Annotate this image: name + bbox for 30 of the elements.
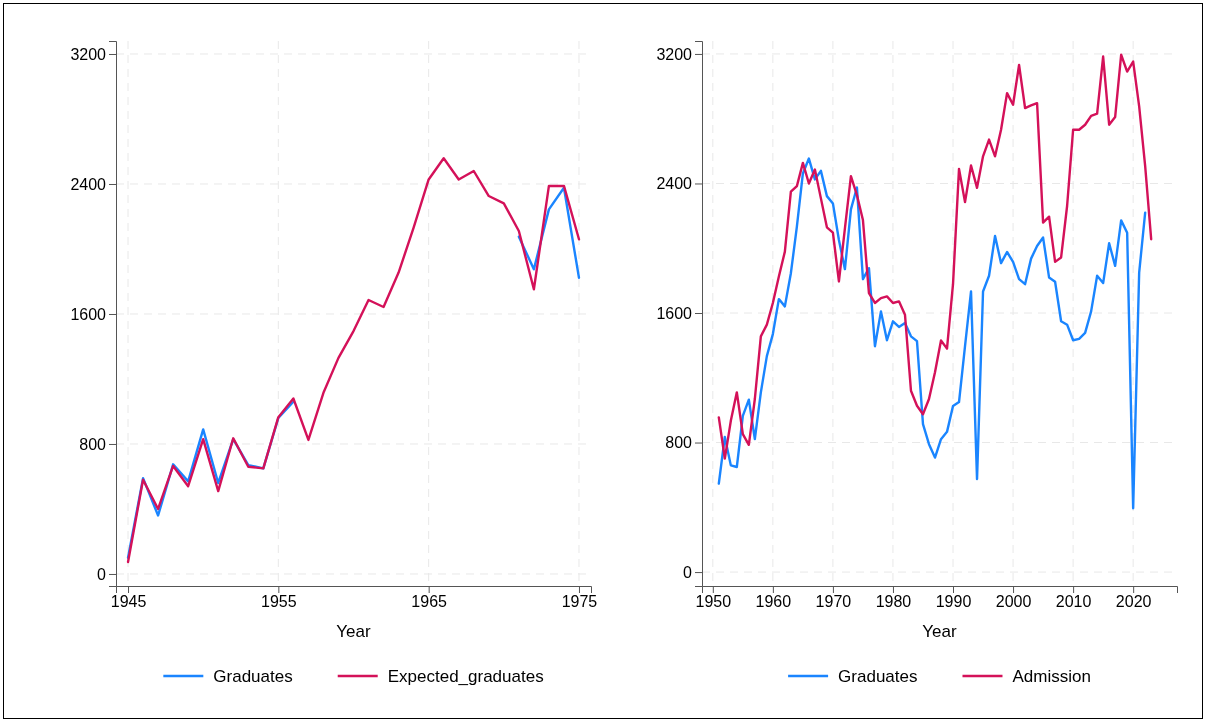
- legend-label: Graduates: [838, 667, 918, 686]
- x-tick-label: 2020: [1115, 593, 1152, 611]
- y-tick-label: 3200: [656, 45, 693, 63]
- y-tick-label: 3200: [70, 45, 107, 63]
- x-tick-label: 1965: [411, 593, 448, 611]
- legend-label: Admission: [1012, 667, 1091, 686]
- x-axis-title: Year: [336, 622, 372, 641]
- x-tick-label: 2010: [1055, 593, 1092, 611]
- x-tick-label: 1960: [755, 593, 792, 611]
- y-tick-label: 0: [97, 565, 107, 583]
- x-tick-label: 1980: [875, 593, 912, 611]
- legend-label: Graduates: [213, 667, 293, 686]
- x-tick-label: 1990: [935, 593, 972, 611]
- y-tick-label: 0: [683, 563, 693, 581]
- y-tick-label: 800: [79, 435, 107, 453]
- y-tick-label: 1600: [70, 305, 107, 323]
- y-tick-label: 800: [665, 434, 693, 452]
- x-tick-label: 1970: [815, 593, 852, 611]
- legend-label: Expected_graduates: [387, 667, 544, 686]
- x-tick-label: 1945: [110, 593, 147, 611]
- y-tick-label: 2400: [656, 175, 693, 193]
- x-tick-label: 1955: [261, 593, 297, 611]
- y-tick-label: 1600: [656, 304, 693, 322]
- line-series: [717, 157, 1147, 510]
- y-tick-label: 2400: [70, 175, 107, 193]
- x-axis-title: Year: [922, 622, 958, 641]
- line-series: [717, 53, 1153, 460]
- x-tick-label: 2000: [995, 593, 1032, 611]
- x-tick-label: 1975: [561, 593, 598, 611]
- x-tick-label: 1950: [695, 593, 732, 611]
